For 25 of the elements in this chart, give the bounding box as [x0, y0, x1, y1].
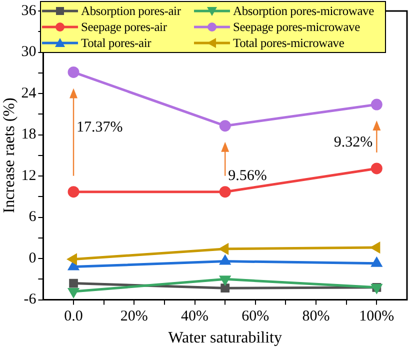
x-tick-label: 100% [359, 308, 394, 325]
y-axis-title: Increase raets (%) [0, 98, 18, 214]
x-tick-label: 0.0 [64, 308, 83, 325]
y-tick-label: -6 [24, 292, 37, 308]
x-tick-label: 80% [302, 308, 330, 325]
y-tick-label: 6 [28, 209, 37, 226]
y-tick-label: 0 [28, 250, 36, 266]
legend-label: Seepage pores-microwave [233, 20, 360, 34]
annotation: 17.37% [76, 120, 123, 136]
x-tick-label: 60% [242, 308, 270, 325]
y-tick-label: 36 [21, 2, 37, 19]
x-axis-title: Water saturability [168, 330, 282, 347]
y-tick-label: 30 [21, 44, 36, 60]
legend-label: Absorption pores-air [81, 4, 181, 18]
x-tick-label: 40% [181, 308, 209, 325]
legend-label: Absorption pores-microwave [233, 4, 374, 18]
legend-label: Total pores-microwave [233, 36, 344, 50]
annotation: 9.32% [334, 134, 373, 150]
y-tick-label: 24 [21, 85, 37, 102]
annotation: 9.56% [228, 168, 267, 184]
legend-label: Seepage pores-air [81, 20, 167, 34]
x-tick-label: 20% [120, 308, 148, 325]
legend-label: Total pores-air [81, 36, 152, 50]
y-tick-label: 12 [21, 168, 36, 184]
y-tick-label: 18 [21, 126, 36, 143]
